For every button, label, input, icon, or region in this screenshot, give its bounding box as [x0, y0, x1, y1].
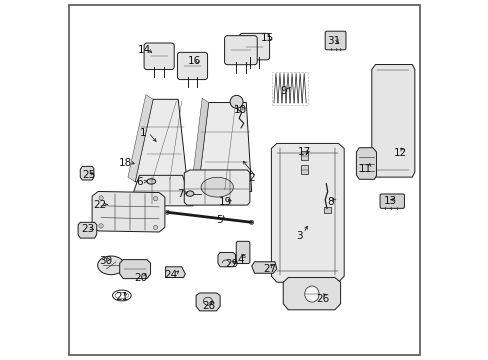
Circle shape: [153, 225, 158, 229]
FancyBboxPatch shape: [379, 194, 404, 208]
FancyBboxPatch shape: [144, 43, 174, 69]
Text: 27: 27: [263, 264, 276, 274]
Polygon shape: [78, 222, 97, 238]
Ellipse shape: [112, 290, 131, 301]
Text: 30: 30: [99, 256, 112, 266]
Text: 12: 12: [393, 148, 407, 158]
Ellipse shape: [146, 179, 155, 184]
Ellipse shape: [185, 191, 194, 196]
Text: 31: 31: [326, 36, 339, 46]
Circle shape: [249, 220, 253, 225]
Text: 11: 11: [358, 164, 371, 174]
Polygon shape: [271, 143, 344, 282]
Polygon shape: [184, 170, 249, 205]
Text: 9: 9: [280, 86, 286, 96]
Bar: [324, 207, 330, 213]
Text: 20: 20: [134, 273, 147, 283]
Polygon shape: [356, 148, 376, 179]
Text: 23: 23: [81, 225, 94, 234]
FancyBboxPatch shape: [236, 241, 249, 264]
FancyBboxPatch shape: [239, 33, 269, 60]
Polygon shape: [198, 103, 251, 192]
Circle shape: [230, 95, 243, 108]
Text: 2: 2: [248, 173, 254, 183]
Text: 17: 17: [298, 147, 311, 157]
Text: 29: 29: [225, 259, 238, 269]
Polygon shape: [120, 260, 150, 279]
Text: 4: 4: [237, 255, 244, 265]
Polygon shape: [191, 98, 208, 192]
Bar: [271, 72, 307, 105]
Polygon shape: [371, 64, 414, 177]
Bar: [301, 151, 307, 160]
Text: 7: 7: [176, 189, 183, 199]
Ellipse shape: [115, 292, 128, 299]
Polygon shape: [165, 267, 185, 278]
Text: 25: 25: [81, 170, 95, 180]
Ellipse shape: [304, 286, 319, 302]
Text: 14: 14: [137, 45, 150, 55]
FancyBboxPatch shape: [325, 31, 346, 50]
Text: 5: 5: [216, 215, 222, 225]
Circle shape: [99, 224, 103, 228]
Bar: [301, 165, 307, 174]
Ellipse shape: [98, 256, 124, 275]
Text: 10: 10: [233, 105, 246, 115]
Text: 24: 24: [164, 270, 177, 280]
Text: 16: 16: [187, 56, 201, 66]
Text: 3: 3: [295, 231, 302, 240]
Text: 26: 26: [315, 294, 328, 304]
Text: 13: 13: [384, 196, 397, 206]
Text: 1: 1: [140, 129, 146, 138]
Text: 6: 6: [136, 177, 143, 187]
Text: 22: 22: [94, 200, 107, 210]
Text: 21: 21: [115, 292, 128, 302]
Ellipse shape: [201, 177, 233, 197]
Polygon shape: [92, 192, 164, 232]
FancyBboxPatch shape: [177, 52, 207, 80]
Text: 28: 28: [203, 301, 216, 311]
Text: 19: 19: [219, 197, 232, 207]
Circle shape: [153, 197, 158, 201]
Circle shape: [99, 196, 103, 200]
Text: 8: 8: [326, 197, 333, 207]
Text: 18: 18: [119, 158, 132, 168]
Polygon shape: [283, 278, 340, 310]
Polygon shape: [135, 99, 187, 182]
Polygon shape: [80, 166, 94, 180]
Polygon shape: [128, 175, 193, 206]
FancyBboxPatch shape: [224, 36, 257, 65]
Circle shape: [165, 210, 169, 215]
Polygon shape: [218, 252, 235, 267]
Polygon shape: [128, 95, 153, 182]
Polygon shape: [196, 293, 220, 311]
Polygon shape: [251, 262, 276, 273]
Text: 15: 15: [261, 33, 274, 43]
